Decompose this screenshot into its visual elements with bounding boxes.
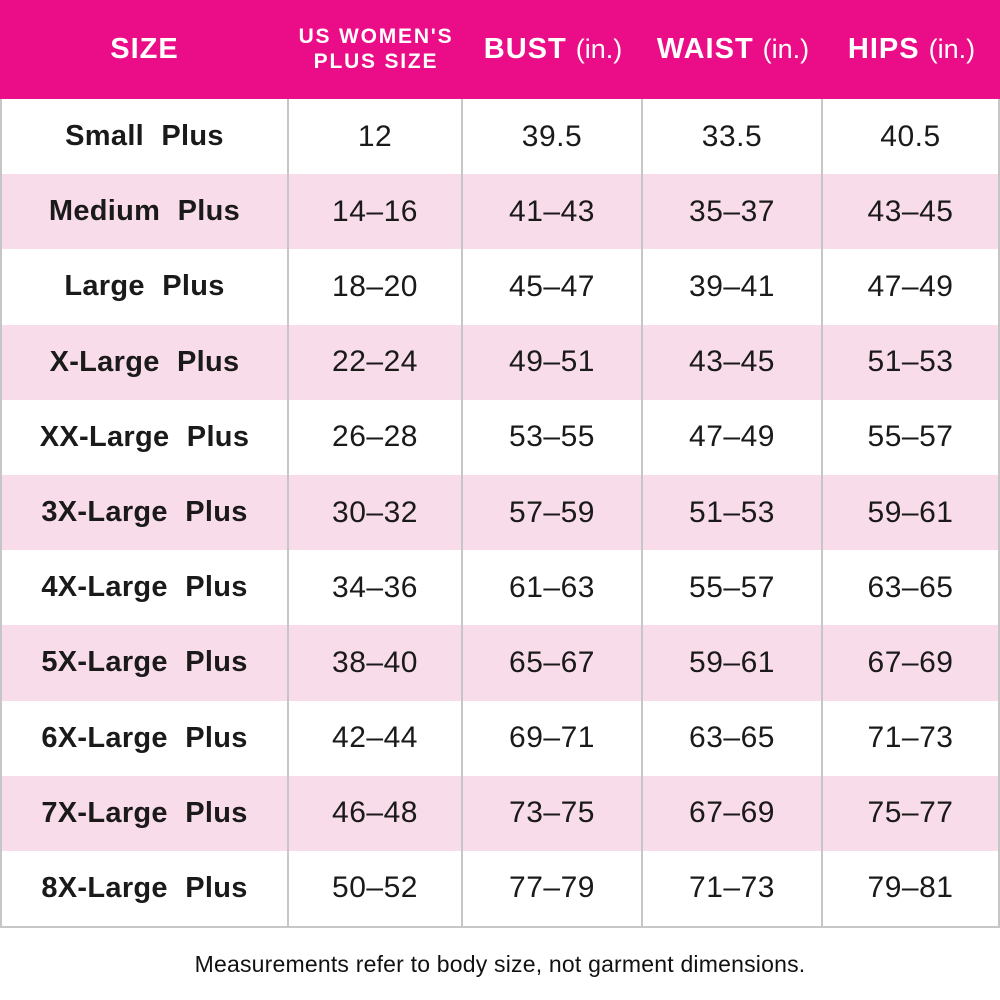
us-plus-size-cell: 50–52 — [289, 850, 463, 927]
header-us-plus-size: US WOMEN'S PLUS SIZE — [289, 0, 463, 99]
table-body: Small Plus 12 39.5 33.5 40.5 Medium Plus… — [0, 99, 1000, 928]
header-waist: WAIST (in.) — [643, 0, 823, 99]
table-row: 8X-Large Plus 50–52 77–79 71–73 79–81 — [2, 850, 998, 927]
bust-cell: 45–47 — [463, 249, 643, 325]
table-row: 4X-Large Plus 34–36 61–63 55–57 63–65 — [2, 550, 998, 626]
waist-cell: 39–41 — [643, 249, 823, 325]
waist-cell: 51–53 — [643, 474, 823, 551]
hips-cell: 55–57 — [867, 420, 954, 454]
size-cell: XX-Large Plus — [2, 399, 289, 475]
us-plus-size-cell: 14–16 — [289, 174, 463, 250]
size-cell: 8X-Large Plus — [2, 850, 289, 927]
us-plus-size-cell: 34–36 — [289, 550, 463, 626]
size-cell: 6X-Large Plus — [2, 700, 289, 776]
waist-cell: 33.5 — [643, 99, 823, 175]
us-plus-size-cell: 30–32 — [289, 474, 463, 551]
hips-cell: 67–69 — [867, 645, 954, 679]
header-bust-unit: (in.) — [575, 34, 623, 64]
hips-cell: 47–49 — [867, 269, 954, 303]
bust-cell: 41–43 — [463, 174, 643, 250]
table-row: X-Large Plus 22–24 49–51 43–45 51–53 — [2, 324, 998, 400]
header-us-plus-line2: PLUS SIZE — [313, 49, 439, 73]
size-cell: Large Plus — [2, 249, 289, 325]
table-row: Large Plus 18–20 45–47 39–41 47–49 — [2, 249, 998, 325]
hips-cell: 79–81 — [867, 871, 954, 905]
header-hips-label: HIPS — [847, 33, 920, 65]
hips-cell: 59–61 — [867, 495, 954, 529]
size-cell: Small Plus — [2, 99, 289, 175]
waist-cell: 47–49 — [643, 399, 823, 475]
header-bust: BUST (in.) — [463, 0, 643, 99]
size-cell: Medium Plus — [2, 174, 289, 250]
hips-cell: 51–53 — [867, 345, 954, 379]
size-cell: 7X-Large Plus — [2, 775, 289, 851]
bust-cell: 57–59 — [463, 474, 643, 551]
bust-cell: 53–55 — [463, 399, 643, 475]
waist-cell: 59–61 — [643, 625, 823, 701]
us-plus-size-cell: 46–48 — [289, 775, 463, 851]
table-header: SIZE US WOMEN'S PLUS SIZE BUST (in.) WAI… — [0, 0, 1000, 99]
table-row: 7X-Large Plus 46–48 73–75 67–69 75–77 — [2, 775, 998, 851]
header-waist-unit: (in.) — [762, 34, 810, 64]
table-row: XX-Large Plus 26–28 53–55 47–49 55–57 — [2, 399, 998, 475]
us-plus-size-cell: 12 — [289, 99, 463, 175]
measurement-note: Measurements refer to body size, not gar… — [194, 950, 806, 977]
hips-cell: 40.5 — [880, 119, 941, 153]
header-waist-label: WAIST — [656, 33, 754, 65]
header-size: SIZE — [0, 0, 289, 99]
bust-cell: 73–75 — [463, 775, 643, 851]
waist-cell: 63–65 — [643, 700, 823, 776]
waist-cell: 55–57 — [643, 550, 823, 626]
waist-cell: 35–37 — [643, 174, 823, 250]
table-row: Small Plus 12 39.5 33.5 40.5 — [2, 99, 998, 175]
size-cell: 5X-Large Plus — [2, 625, 289, 701]
bust-cell: 65–67 — [463, 625, 643, 701]
size-cell: 3X-Large Plus — [2, 474, 289, 551]
header-hips-unit: (in.) — [928, 34, 976, 64]
size-cell: 4X-Large Plus — [2, 550, 289, 626]
us-plus-size-cell: 22–24 — [289, 324, 463, 400]
size-cell: X-Large Plus — [2, 324, 289, 400]
header-size-label: SIZE — [110, 33, 179, 65]
waist-cell: 67–69 — [643, 775, 823, 851]
table-row: Medium Plus 14–16 41–43 35–37 43–45 — [2, 174, 998, 250]
header-us-plus-line1: US WOMEN'S — [298, 24, 454, 48]
us-plus-size-cell: 18–20 — [289, 249, 463, 325]
table-row: 5X-Large Plus 38–40 65–67 59–61 67–69 — [2, 625, 998, 701]
waist-cell: 43–45 — [643, 324, 823, 400]
table-row: 3X-Large Plus 30–32 57–59 51–53 59–61 — [2, 474, 998, 551]
us-plus-size-cell: 42–44 — [289, 700, 463, 776]
bust-cell: 61–63 — [463, 550, 643, 626]
us-plus-size-cell: 26–28 — [289, 399, 463, 475]
bust-cell: 77–79 — [463, 850, 643, 927]
hips-cell: 63–65 — [867, 570, 954, 604]
bust-cell: 69–71 — [463, 700, 643, 776]
header-bust-label: BUST — [483, 33, 567, 65]
table-row: 6X-Large Plus 42–44 69–71 63–65 71–73 — [2, 700, 998, 776]
header-hips: HIPS (in.) — [823, 0, 1000, 99]
hips-cell: 71–73 — [867, 721, 954, 755]
bust-cell: 49–51 — [463, 324, 643, 400]
bust-cell: 39.5 — [463, 99, 643, 175]
hips-cell: 75–77 — [867, 796, 954, 830]
us-plus-size-cell: 38–40 — [289, 625, 463, 701]
waist-cell: 71–73 — [643, 850, 823, 927]
hips-cell: 43–45 — [867, 194, 954, 228]
